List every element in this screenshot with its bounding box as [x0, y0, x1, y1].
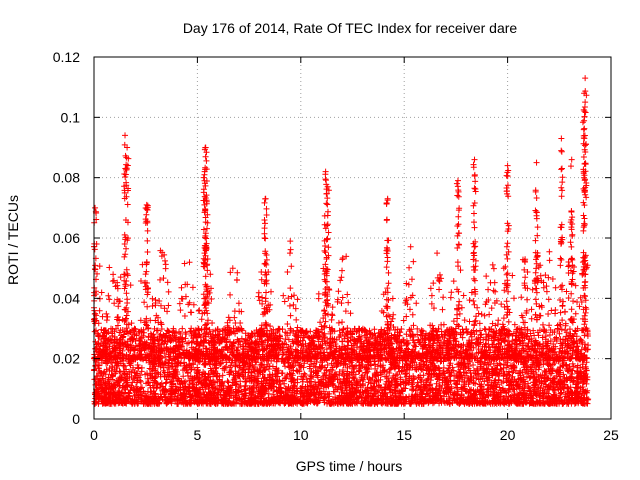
data-point [282, 363, 289, 370]
data-point [523, 373, 530, 380]
data-point [418, 366, 425, 373]
data-point [530, 327, 537, 334]
data-point [261, 367, 268, 374]
data-point [526, 387, 533, 394]
data-point [432, 366, 439, 373]
data-point [145, 379, 152, 386]
data-point [219, 372, 226, 379]
data-point [224, 378, 231, 385]
chart-title: Day 176 of 2014, Rate Of TEC Index for r… [183, 20, 518, 36]
data-point [403, 331, 410, 338]
data-point [241, 386, 248, 393]
data-point [375, 382, 382, 389]
data-point [497, 361, 504, 368]
data-point [371, 358, 378, 365]
grid-layer [94, 57, 611, 419]
data-point [496, 384, 503, 391]
data-point [227, 338, 234, 345]
data-point [470, 362, 477, 369]
data-point [179, 325, 186, 332]
data-point [440, 364, 447, 371]
data-point [162, 380, 169, 387]
data-point [184, 370, 191, 377]
data-point [459, 334, 466, 341]
data-point [414, 325, 421, 332]
points-layer [91, 75, 592, 407]
data-point [404, 340, 411, 347]
data-point [297, 363, 304, 370]
data-point [202, 362, 209, 369]
data-point [378, 371, 385, 378]
data-point [194, 370, 201, 377]
data-point [553, 334, 560, 341]
data-point [477, 376, 484, 383]
data-point [282, 336, 289, 343]
data-point [137, 378, 144, 385]
data-point [449, 364, 456, 371]
data-point [546, 332, 553, 339]
data-point [371, 361, 378, 368]
data-point [126, 368, 133, 375]
